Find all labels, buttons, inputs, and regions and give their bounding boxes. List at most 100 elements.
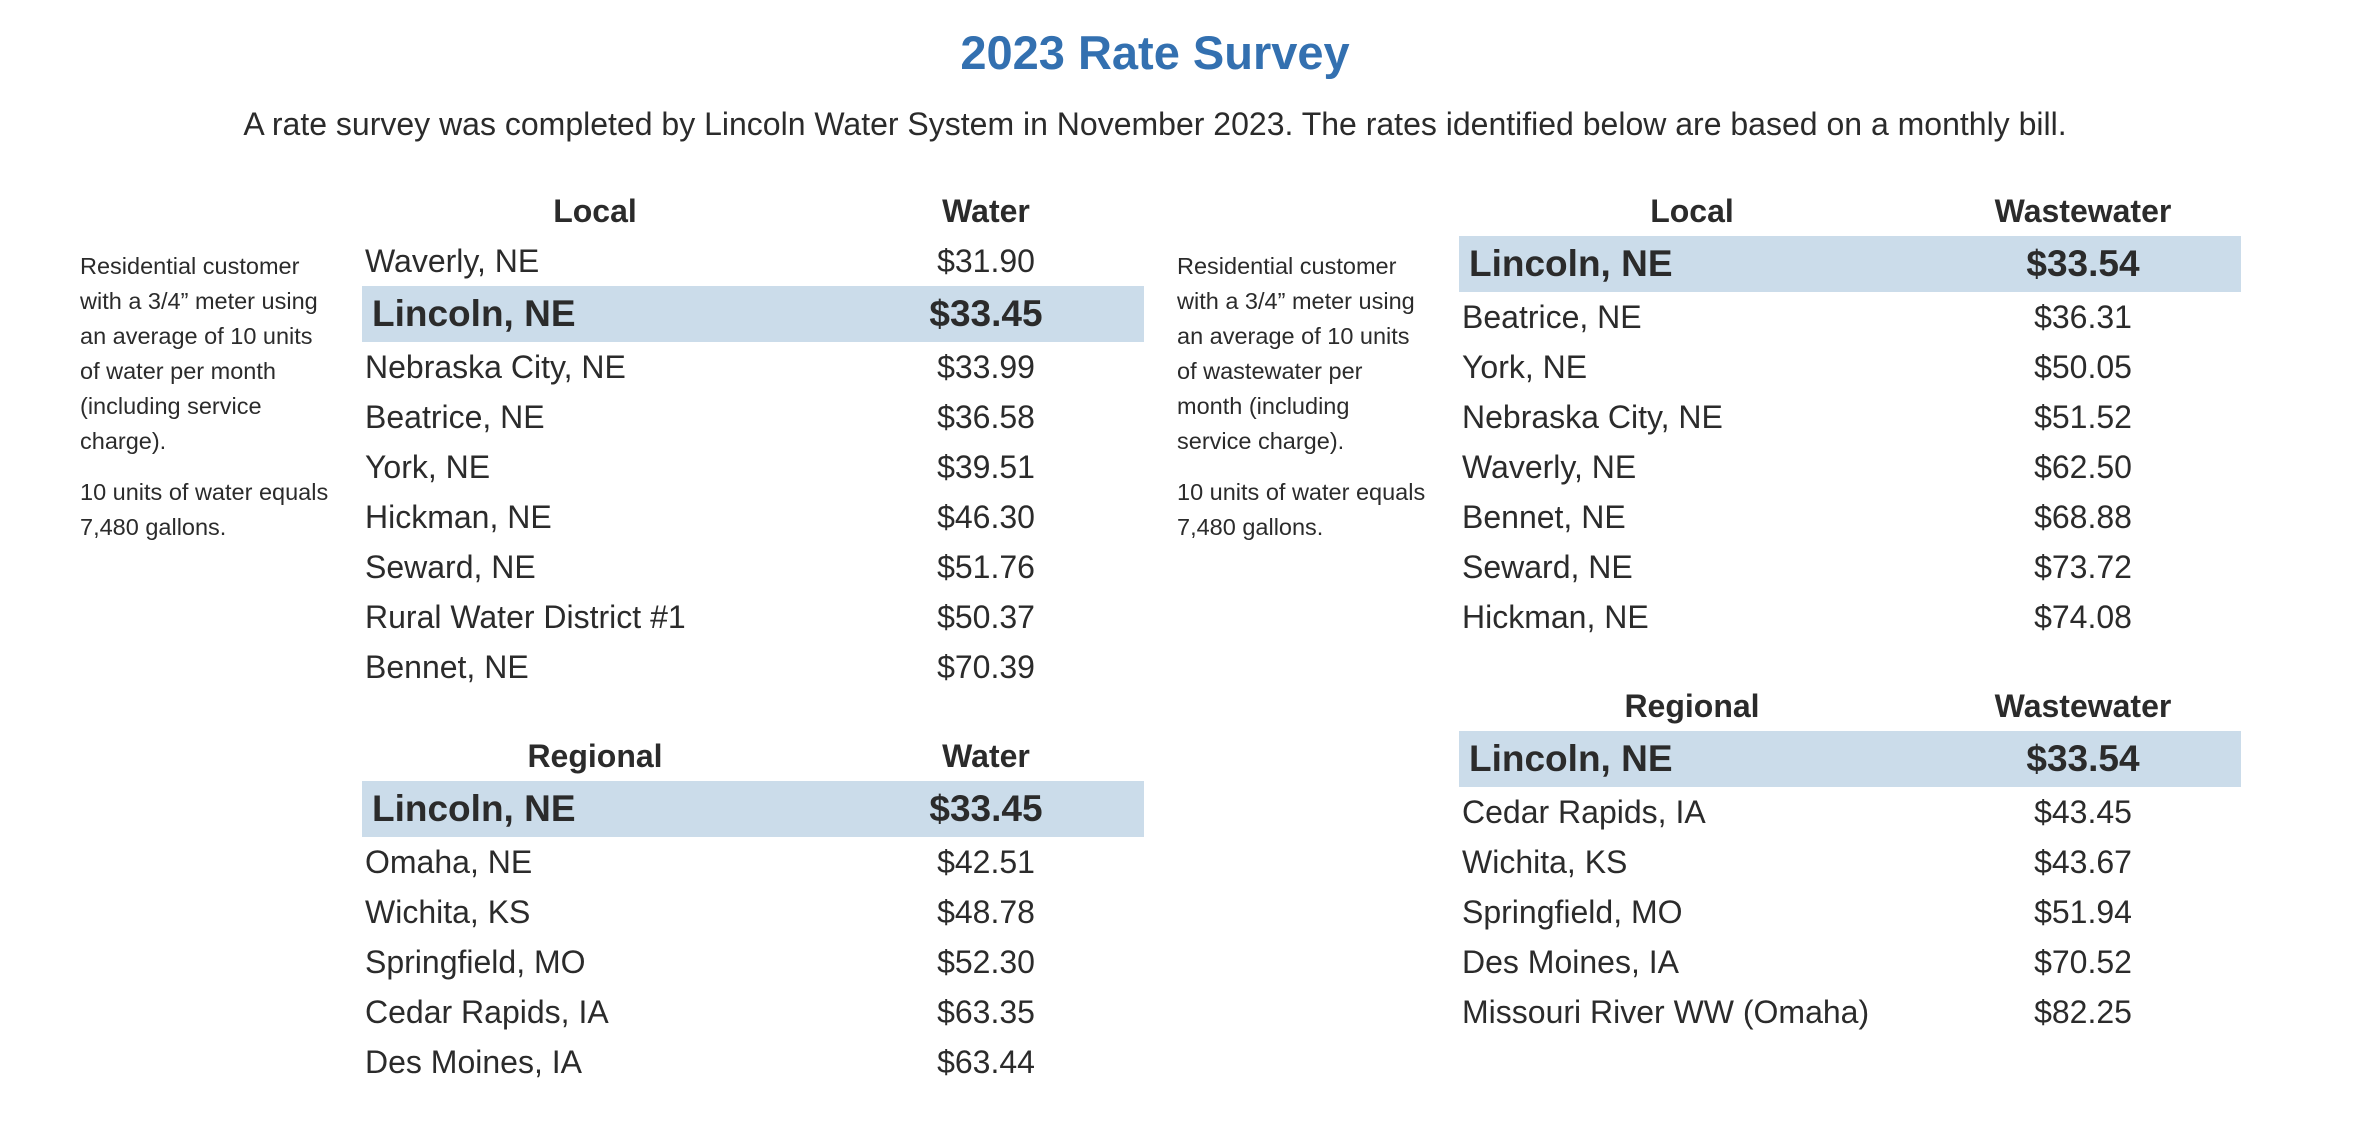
- row-name: Des Moines, IA: [1462, 943, 1679, 980]
- row-value: $33.45: [929, 293, 1043, 334]
- row-name: Lincoln, NE: [1469, 243, 1673, 284]
- water-note-conversion: 10 units of water equals 7,480 gallons.: [80, 479, 329, 540]
- row-name: Waverly, NE: [365, 242, 540, 279]
- header-value: Water: [942, 192, 1030, 229]
- header-value: Wastewater: [1994, 192, 2172, 229]
- row-value: $70.52: [2034, 943, 2132, 980]
- row-name: Hickman, NE: [365, 498, 552, 535]
- row-name: Springfield, MO: [1462, 893, 1683, 930]
- header-name: Regional: [1624, 687, 1760, 724]
- table-header: Regional Water: [362, 731, 1144, 781]
- row-value: $51.76: [937, 548, 1035, 585]
- table-row: Cedar Rapids, IA $63.35: [362, 987, 1144, 1037]
- row-value: $62.50: [2034, 448, 2132, 485]
- table-row: Omaha, NE $42.51: [362, 837, 1144, 887]
- row-value: $42.51: [937, 843, 1035, 880]
- row-value: $51.94: [2034, 893, 2132, 930]
- row-value: $63.44: [937, 1043, 1035, 1080]
- row-value: $33.99: [937, 348, 1035, 385]
- row-value: $74.08: [2034, 598, 2132, 635]
- table-row: Cedar Rapids, IA $43.45: [1459, 787, 2241, 837]
- row-value: $46.30: [937, 498, 1035, 535]
- page-title: 2023 Rate Survey: [960, 26, 1350, 79]
- row-name: Rural Water District #1: [365, 598, 686, 635]
- table-row: Hickman, NE $74.08: [1459, 592, 2241, 642]
- table-row-highlighted: Lincoln, NE $33.54: [1459, 236, 2241, 292]
- row-name: Springfield, MO: [365, 943, 586, 980]
- row-name: Bennet, NE: [365, 648, 529, 685]
- row-name: Beatrice, NE: [365, 398, 545, 435]
- table-row: Des Moines, IA $63.44: [362, 1037, 1144, 1087]
- table-row: Seward, NE $51.76: [362, 542, 1144, 592]
- table-row: Springfield, MO $52.30: [362, 937, 1144, 987]
- row-name: Omaha, NE: [365, 843, 533, 880]
- row-name: Hickman, NE: [1462, 598, 1649, 635]
- row-value: $70.39: [937, 648, 1035, 685]
- table-row: Waverly, NE $62.50: [1459, 442, 2241, 492]
- row-name: Cedar Rapids, IA: [365, 993, 609, 1030]
- header-value: Water: [942, 737, 1030, 774]
- row-value: $43.67: [2034, 843, 2132, 880]
- wastewater-note-conversion: 10 units of water equals 7,480 gallons.: [1177, 479, 1426, 540]
- header-value: Wastewater: [1994, 687, 2172, 724]
- table-row: Nebraska City, NE $51.52: [1459, 392, 2241, 442]
- row-value: $63.35: [937, 993, 1035, 1030]
- table-row: Nebraska City, NE $33.99: [362, 342, 1144, 392]
- water-local-table: Local Water Waverly, NE $31.90 Lincoln, …: [362, 186, 1144, 692]
- table-row: Rural Water District #1 $50.37: [362, 592, 1144, 642]
- row-value: $50.37: [937, 598, 1035, 635]
- header-name: Local: [553, 192, 637, 229]
- row-name: Wichita, KS: [1462, 843, 1628, 880]
- header-name: Local: [1650, 192, 1734, 229]
- row-value: $33.54: [2026, 738, 2140, 779]
- table-row: Seward, NE $73.72: [1459, 542, 2241, 592]
- row-value: $50.05: [2034, 348, 2132, 385]
- table-row: York, NE $50.05: [1459, 342, 2241, 392]
- table-row: Springfield, MO $51.94: [1459, 887, 2241, 937]
- row-value: $33.45: [929, 788, 1043, 829]
- table-row: Missouri River WW (Omaha) $82.25: [1459, 987, 2241, 1037]
- row-value: $36.58: [937, 398, 1035, 435]
- row-name: Bennet, NE: [1462, 498, 1626, 535]
- table-row: Hickman, NE $46.30: [362, 492, 1144, 542]
- row-name: Seward, NE: [1462, 548, 1633, 585]
- table-row: Wichita, KS $43.67: [1459, 837, 2241, 887]
- row-name: Waverly, NE: [1462, 448, 1637, 485]
- table-row: York, NE $39.51: [362, 442, 1144, 492]
- row-name: Wichita, KS: [365, 893, 531, 930]
- table-row: Waverly, NE $31.90: [362, 236, 1144, 286]
- row-value: $68.88: [2034, 498, 2132, 535]
- wastewater-regional-table: Regional Wastewater Lincoln, NE $33.54 C…: [1459, 681, 2241, 1037]
- table-header: Local Water: [362, 186, 1144, 236]
- table-row: Beatrice, NE $36.31: [1459, 292, 2241, 342]
- table-header: Local Wastewater: [1459, 186, 2241, 236]
- row-value: $43.45: [2034, 793, 2132, 830]
- water-regional-table: Regional Water Lincoln, NE $33.45 Omaha,…: [362, 731, 1144, 1087]
- row-name: Des Moines, IA: [365, 1043, 582, 1080]
- row-name: Lincoln, NE: [372, 788, 576, 829]
- row-name: Nebraska City, NE: [365, 348, 626, 385]
- water-note: Residential customer with a 3/4” meter u…: [80, 249, 330, 545]
- row-value: $36.31: [2034, 298, 2132, 335]
- row-value: $31.90: [937, 242, 1035, 279]
- row-name: Lincoln, NE: [372, 293, 576, 334]
- table-row: Beatrice, NE $36.58: [362, 392, 1144, 442]
- table-row: Bennet, NE $70.39: [362, 642, 1144, 692]
- table-row-highlighted: Lincoln, NE $33.45: [362, 781, 1144, 837]
- wastewater-local-table: Local Wastewater Lincoln, NE $33.54 Beat…: [1459, 186, 2241, 642]
- row-name: Beatrice, NE: [1462, 298, 1642, 335]
- intro-text: A rate survey was completed by Lincoln W…: [243, 106, 2067, 142]
- table-row: Bennet, NE $68.88: [1459, 492, 2241, 542]
- row-name: Lincoln, NE: [1469, 738, 1673, 779]
- row-name: Cedar Rapids, IA: [1462, 793, 1706, 830]
- row-value: $82.25: [2034, 993, 2132, 1030]
- table-row: Des Moines, IA $70.52: [1459, 937, 2241, 987]
- row-name: Missouri River WW (Omaha): [1462, 993, 1870, 1030]
- row-name: Seward, NE: [365, 548, 536, 585]
- wastewater-note: Residential customer with a 3/4” meter u…: [1177, 249, 1427, 545]
- table-row-highlighted: Lincoln, NE $33.45: [362, 286, 1144, 342]
- row-value: $73.72: [2034, 548, 2132, 585]
- row-value: $39.51: [937, 448, 1035, 485]
- row-name: Nebraska City, NE: [1462, 398, 1723, 435]
- table-row: Wichita, KS $48.78: [362, 887, 1144, 937]
